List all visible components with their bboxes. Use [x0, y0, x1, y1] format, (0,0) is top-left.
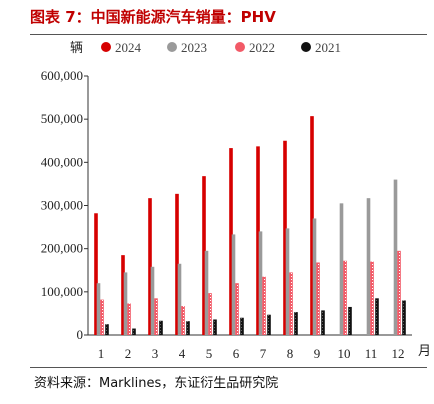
legend-label-2023: 2023 [181, 40, 207, 55]
bar-2022-8 [289, 272, 293, 335]
bar-2023-7 [258, 231, 263, 335]
bar-2021-4 [186, 321, 190, 335]
bar-2023-12 [393, 179, 398, 335]
y-tick-label: 400,000 [41, 154, 83, 169]
bar-2022-7 [262, 276, 266, 335]
bar-2024-1 [94, 213, 98, 335]
bar-2024-2 [121, 255, 125, 335]
bar-2021-8 [294, 312, 298, 335]
bar-2023-9 [312, 218, 317, 335]
bar-chart: 0 100,000 200,000 300,000 400,000 500,000 600,… [41, 40, 431, 361]
bar-2022-5 [208, 293, 212, 335]
bar-2022-3 [154, 298, 158, 335]
title-rule [30, 34, 427, 35]
x-tick-label: 3 [152, 346, 159, 361]
bar-2022-1 [100, 299, 104, 335]
x-tick-label: 4 [179, 346, 186, 361]
bar-2024-4 [175, 193, 179, 335]
bar-2024-7 [256, 146, 260, 335]
bar-2021-1 [105, 324, 109, 335]
bar-2024-8 [283, 140, 287, 335]
bar-2023-2 [123, 272, 128, 335]
bar-2022-11 [370, 261, 374, 335]
bar-2021-9 [321, 310, 325, 335]
y-tick-label: 100,000 [41, 284, 83, 299]
bar-2023-11 [366, 198, 371, 335]
x-tick-label: 10 [338, 346, 351, 361]
bar-2021-11 [375, 298, 379, 335]
bar-2022-2 [127, 303, 131, 335]
x-tick-label: 6 [233, 346, 240, 361]
bar-2023-6 [231, 234, 236, 335]
legend-label-2021: 2021 [315, 40, 341, 55]
y-tick-label: 0 [77, 327, 84, 342]
x-tick-label: 5 [206, 346, 213, 361]
bar-2024-3 [148, 198, 152, 335]
x-tick-label: 11 [365, 346, 378, 361]
legend-swatch-2021 [301, 42, 311, 52]
bar-2023-1 [96, 283, 101, 335]
x-axis-label: 月 [418, 344, 431, 359]
bar-2021-7 [267, 314, 271, 335]
bar-2022-4 [181, 306, 185, 335]
bar-2024-9 [310, 116, 314, 336]
bar-2021-6 [240, 317, 244, 335]
bar-2023-5 [204, 250, 209, 335]
y-tick-label: 300,000 [41, 198, 83, 213]
x-tick-label: 2 [125, 346, 132, 361]
y-tick-label: 200,000 [41, 241, 83, 256]
legend-label-2022: 2022 [249, 40, 275, 55]
bar-2021-12 [402, 300, 406, 335]
bar-2024-6 [229, 148, 233, 335]
bar-2021-3 [159, 320, 163, 335]
bar-2023-8 [285, 228, 290, 335]
chart-source: 资料来源：Marklines，东证衍生品研究院 [34, 376, 279, 391]
y-axis-label: 辆 [70, 41, 83, 56]
x-tick-label: 7 [260, 346, 267, 361]
x-tick-label: 1 [98, 346, 105, 361]
x-tick-label: 8 [287, 346, 294, 361]
x-tick-label: 9 [314, 346, 321, 361]
source-rule [30, 367, 427, 368]
bar-2022-6 [235, 283, 239, 335]
y-tick-label: 600,000 [41, 68, 83, 83]
bar-2021-5 [213, 319, 217, 335]
bar-2022-9 [316, 262, 320, 335]
bar-2021-2 [132, 328, 136, 335]
bar-2024-5 [202, 176, 206, 335]
bar-2022-12 [397, 250, 401, 335]
y-tick-label: 500,000 [41, 111, 83, 126]
legend-label-2024: 2024 [115, 40, 142, 55]
legend-swatch-2024 [101, 42, 111, 52]
legend-swatch-2023 [167, 42, 177, 52]
x-tick-label: 12 [392, 346, 405, 361]
legend-swatch-2022 [235, 42, 245, 52]
bar-2023-4 [177, 263, 182, 335]
bar-2023-3 [150, 266, 155, 335]
bar-2023-10 [339, 203, 344, 335]
bar-2022-10 [343, 260, 347, 335]
bar-2021-10 [348, 306, 352, 335]
chart-title: 图表 7：中国新能源汽车销量：PHV [30, 8, 276, 26]
